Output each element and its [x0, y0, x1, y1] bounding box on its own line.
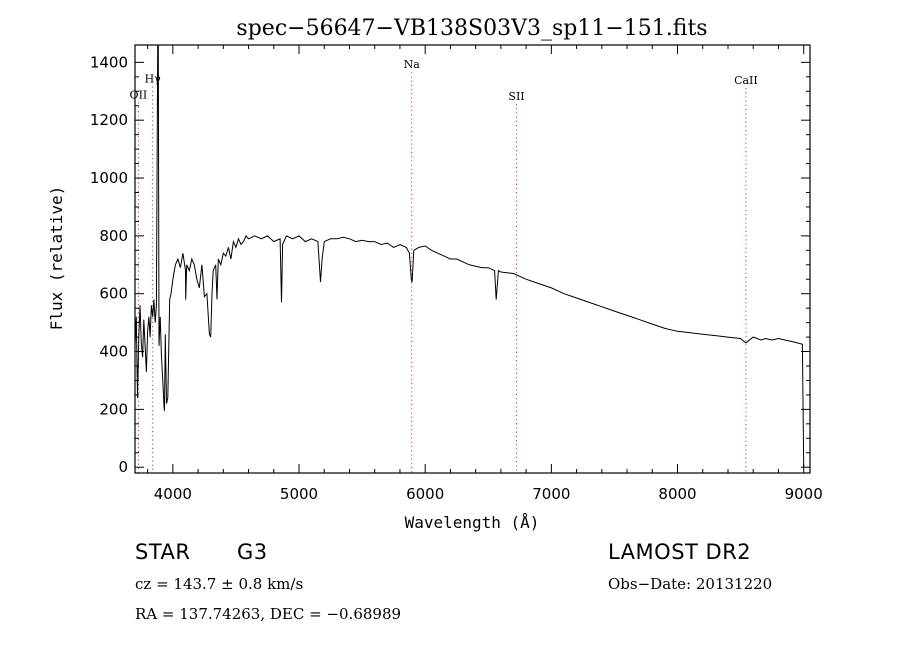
x-tick-label: 7000	[532, 485, 570, 503]
x-axis-label: Wavelength (Å)	[405, 513, 540, 532]
plot-frame	[134, 44, 811, 474]
x-tick-label: 4000	[154, 485, 192, 503]
observation-date: Obs−Date: 20131220	[608, 575, 773, 593]
y-tick-label: 800	[99, 227, 128, 245]
survey-name: LAMOST DR2	[608, 540, 752, 564]
x-tick-label: 5000	[280, 485, 318, 503]
object-subclass: G3	[237, 540, 268, 564]
tick-labels: 4000 5000 6000 7000 8000 9000 0 200 400 600 800 100…	[90, 53, 823, 503]
x-tick-label: 9000	[785, 485, 823, 503]
chart-title: spec−56647−VB138S03V3_sp11−151.fits	[236, 16, 707, 41]
line-annotation-label: OII	[130, 89, 148, 102]
axis-ticks	[135, 45, 810, 473]
line-annotations: Hγ OII Na SII CaII	[130, 58, 758, 103]
line-annotation-label: CaII	[734, 74, 758, 87]
redshift-cz: cz = 143.7 ± 0.8 km/s	[135, 575, 304, 593]
object-class: STAR	[135, 540, 191, 564]
y-tick-label: 1200	[90, 111, 128, 129]
y-tick-label: 1000	[90, 169, 128, 187]
y-tick-label: 200	[99, 400, 128, 418]
y-axis-label: Flux (relative)	[47, 186, 66, 331]
line-marker-layer	[137, 72, 747, 473]
line-annotation-label: Hγ	[145, 73, 162, 86]
x-tick-label: 8000	[658, 485, 696, 503]
line-annotation-label: SII	[508, 90, 524, 103]
coordinates: RA = 137.74263, DEC = −0.68989	[135, 605, 402, 623]
y-tick-label: 600	[99, 285, 128, 303]
line-annotation-label: Na	[404, 58, 421, 71]
y-tick-label: 0	[118, 458, 128, 476]
y-tick-label: 400	[99, 343, 128, 361]
spectrum-series-line	[134, 44, 805, 468]
y-tick-label: 1400	[90, 53, 128, 71]
x-tick-label: 6000	[406, 485, 444, 503]
